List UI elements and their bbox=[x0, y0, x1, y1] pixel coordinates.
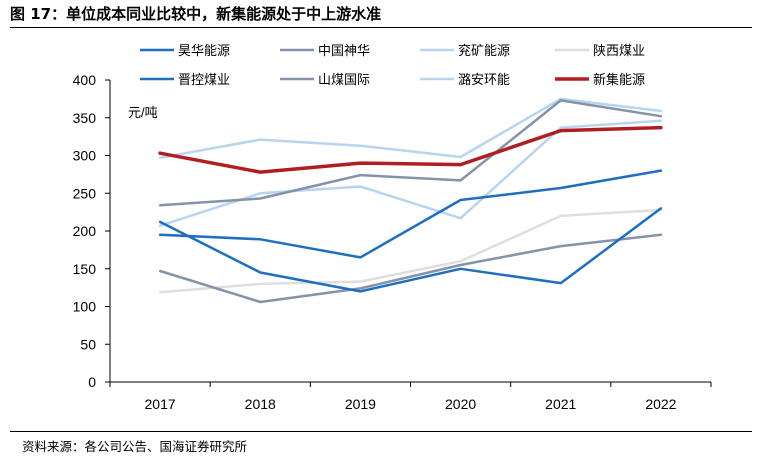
x-tick-label: 2017 bbox=[145, 396, 176, 412]
y-tick-label: 100 bbox=[73, 299, 97, 315]
y-tick-label: 300 bbox=[73, 148, 97, 164]
series-line-8 bbox=[158, 125, 663, 174]
series-line-3 bbox=[158, 119, 663, 227]
y-tick-label: 150 bbox=[73, 261, 97, 277]
series-line-4 bbox=[158, 208, 663, 294]
y-tick-label: 0 bbox=[88, 374, 96, 390]
y-tick-label: 350 bbox=[73, 110, 97, 126]
legend-label: 陕西煤业 bbox=[593, 43, 645, 58]
series-line-5 bbox=[158, 169, 663, 259]
legend-label: 新集能源 bbox=[593, 72, 645, 87]
series-line-7 bbox=[158, 97, 663, 160]
y-tick-label: 400 bbox=[73, 72, 97, 88]
y-tick-label: 50 bbox=[80, 336, 96, 352]
figure-title: 图 17：单位成本同业比较中，新集能源处于中上游水准 bbox=[10, 5, 382, 23]
x-tick-label: 2021 bbox=[545, 396, 576, 412]
x-tick-label: 2020 bbox=[445, 396, 476, 412]
legend-label: 山煤国际 bbox=[318, 72, 370, 87]
series-layer bbox=[158, 97, 663, 304]
legend-label: 晋控煤业 bbox=[178, 72, 230, 87]
title-rule bbox=[10, 27, 752, 28]
legend-label: 潞安环能 bbox=[458, 72, 510, 87]
series-line-6 bbox=[158, 233, 663, 304]
source-rule bbox=[10, 431, 752, 432]
legend-label: 中国神华 bbox=[318, 43, 370, 58]
chart-axes: 0 50 100 150 200 250 300 350 400 2017 2018 2019 2020… bbox=[73, 72, 712, 412]
series-line-1 bbox=[158, 207, 663, 293]
x-tick-label: 2019 bbox=[345, 396, 376, 412]
series-line-2 bbox=[158, 99, 663, 207]
y-tick-label: 250 bbox=[73, 185, 97, 201]
unit-label: 元/吨 bbox=[128, 105, 158, 120]
legend-label: 兖矿能源 bbox=[458, 43, 510, 58]
x-tick-label: 2022 bbox=[645, 396, 676, 412]
x-tick-label: 2018 bbox=[245, 396, 276, 412]
y-tick-label: 200 bbox=[73, 223, 97, 239]
source-note: 资料来源：各公司公告、国海证券研究所 bbox=[22, 439, 248, 454]
legend-label: 昊华能源 bbox=[178, 43, 230, 58]
